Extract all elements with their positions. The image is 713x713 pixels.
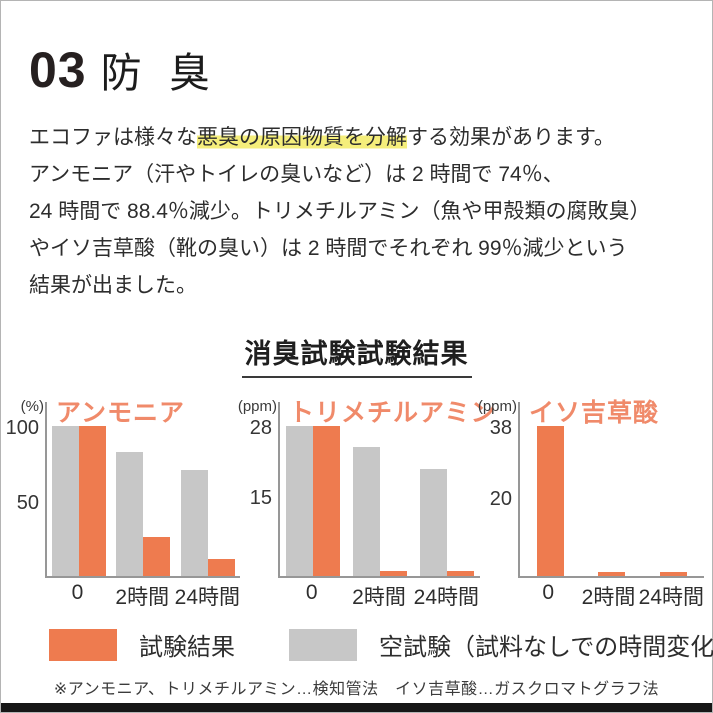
x-tick-label: 2時間 — [115, 586, 170, 609]
section-title: 防 臭 — [100, 50, 219, 96]
test-result-bar — [143, 537, 171, 576]
test-result-bar — [659, 572, 687, 576]
blank-test-bar — [353, 447, 380, 576]
highlighted-phrase: 悪臭の原因物質を分解 — [197, 126, 407, 149]
bar-group-0 — [520, 426, 581, 576]
blank-test-label: 空試験（試料なしでの時間変化） — [379, 634, 713, 661]
y-axis-ticks: (%) 100 50 — [5, 398, 45, 578]
y-axis-unit-label: (ppm) — [237, 398, 277, 415]
y-tick-label: 20 — [489, 488, 512, 511]
body-line-1: エコファは様々な悪臭の原因物質を分解する効果があります。 — [29, 119, 712, 156]
y-axis-ticks: (ppm) 28 15 — [238, 398, 278, 578]
charts-row: (%) 100 50 アンモニア 0 2時間 24時間 (ppm) 28 15 トリメチルアミン 0 2… — [5, 398, 708, 611]
blank-test-bar — [180, 469, 208, 576]
test-result-label: 試験結果 — [139, 634, 235, 661]
x-axis-labels: 0 2時間 24時間 — [45, 581, 240, 611]
test-result-bar — [537, 426, 565, 576]
bar-group-2時間 — [347, 447, 414, 576]
test-result-bar — [598, 572, 626, 576]
bar-chart-3: (ppm) 38 20 イソ吉草酸 0 2時間 24時間 — [478, 398, 704, 611]
x-tick-label: 24時間 — [413, 586, 479, 609]
x-tick-label: 2時間 — [352, 586, 406, 609]
bottom-divider-bar — [1, 703, 712, 712]
chart-title: アンモニア — [56, 399, 186, 427]
x-tick-label: 0 — [542, 581, 554, 604]
chart-body-1: (%) 100 50 アンモニア — [5, 398, 240, 578]
test-result-bar — [79, 426, 107, 576]
blank-test-bar — [52, 426, 80, 576]
x-tick-label: 24時間 — [174, 586, 241, 609]
blank-test-bar — [116, 451, 144, 576]
blank-test-bar — [419, 468, 447, 576]
section-number: 03 — [29, 42, 87, 98]
body-paragraph: エコファは様々な悪臭の原因物質を分解する効果があります。 アンモニア（汗やトイレ… — [29, 119, 712, 304]
bar-group-2時間 — [111, 451, 175, 576]
y-axis-unit-label: (ppm) — [477, 398, 517, 415]
y-tick-label: 100 — [5, 417, 39, 439]
y-tick-label: 50 — [16, 492, 39, 514]
bar-groups — [520, 402, 704, 576]
blank-test-swatch — [289, 628, 357, 661]
legend-item-test-result: 試験結果 — [49, 627, 235, 662]
x-tick-label: 0 — [71, 581, 84, 604]
bar-group-0 — [47, 426, 111, 576]
chart-body-3: (ppm) 38 20 イソ吉草酸 — [478, 398, 704, 578]
test-result-bar — [446, 570, 474, 576]
bar-chart-1: (%) 100 50 アンモニア 0 2時間 24時間 — [5, 398, 240, 611]
y-axis-ticks: (ppm) 38 20 — [478, 398, 518, 578]
chart-body-2: (ppm) 28 15 トリメチルアミン — [238, 398, 496, 578]
chart-section-title-wrap: 消臭試験試験結果 — [1, 332, 712, 378]
test-result-bar — [380, 570, 407, 576]
bar-groups — [280, 402, 480, 576]
chart-legend: 試験結果 空試験（試料なしでの時間変化） — [49, 627, 713, 662]
chart-section-title: 消臭試験試験結果 — [241, 332, 472, 378]
x-axis-labels: 0 2時間 24時間 — [518, 581, 704, 611]
chart-title: トリメチルアミン — [289, 399, 497, 427]
body-line-4: やイソ吉草酸（靴の臭い）は 2 時間でそれぞれ 99％減少という — [29, 237, 628, 260]
y-tick-label: 15 — [249, 486, 272, 509]
body-line-3: 24 時間で 88.4％減少。トリメチルアミン（魚や甲殻類の腐敗臭） — [29, 200, 651, 223]
body-line-1-pre: エコファは様々な — [29, 126, 197, 149]
body-line-5: 結果が出ました。 — [29, 274, 197, 297]
bar-group-0 — [280, 426, 347, 576]
section-header: 03 防 臭 — [29, 39, 712, 99]
bar-group-24時間 — [176, 469, 240, 576]
x-tick-label: 0 — [305, 581, 318, 604]
x-axis-labels: 0 2時間 24時間 — [278, 581, 480, 611]
test-result-swatch — [49, 628, 117, 661]
bar-group-2時間 — [581, 572, 642, 576]
bar-chart-2: (ppm) 28 15 トリメチルアミン 0 2時間 24時間 — [238, 398, 496, 611]
method-footnote: ※アンモニア、トリメチルアミン…検知管法 イソ吉草酸…ガスクロマトグラフ法 — [53, 681, 660, 698]
chart-title: イソ吉草酸 — [529, 399, 660, 427]
body-line-1-post: する効果があります。 — [407, 126, 615, 149]
bar-group-24時間 — [643, 572, 704, 576]
blank-test-bar — [286, 426, 314, 576]
legend-item-blank-test: 空試験（試料なしでの時間変化） — [289, 627, 713, 662]
y-tick-label: 38 — [489, 417, 512, 439]
y-axis-unit-label: (%) — [20, 398, 44, 415]
x-tick-label: 2時間 — [581, 586, 636, 609]
plot-area: イソ吉草酸 — [518, 399, 704, 578]
test-result-bar — [207, 558, 235, 576]
plot-area: アンモニア — [45, 399, 240, 578]
body-line-2: アンモニア（汗やトイレの臭いなど）は 2 時間で 74％、 — [29, 163, 564, 186]
x-tick-label: 24時間 — [638, 586, 705, 609]
y-tick-label: 28 — [249, 417, 272, 439]
test-result-bar — [313, 426, 341, 576]
bar-groups — [47, 402, 240, 576]
bar-group-24時間 — [413, 468, 480, 576]
plot-area: トリメチルアミン — [278, 399, 496, 578]
